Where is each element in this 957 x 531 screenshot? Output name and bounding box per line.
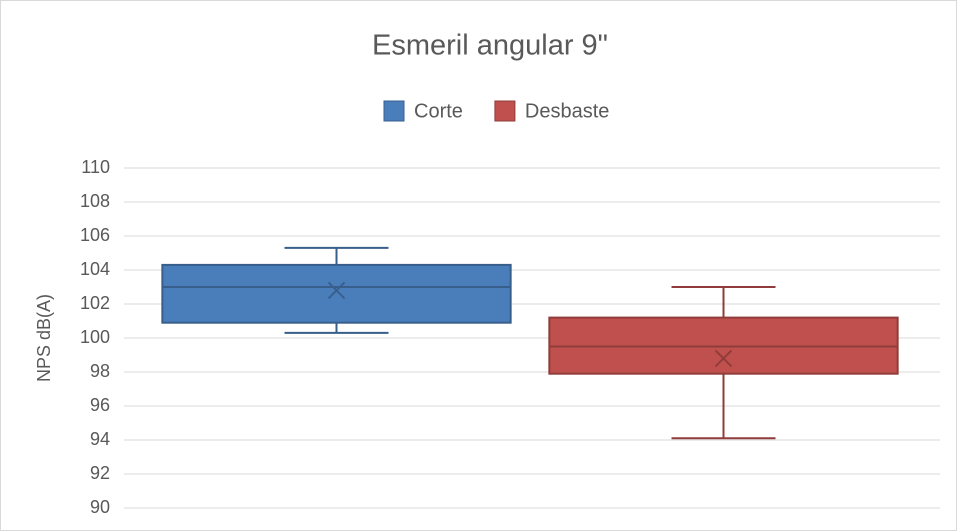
y-tick-label: 96 xyxy=(90,395,110,415)
y-tick-label: 110 xyxy=(81,157,110,177)
chart-title: Esmeril angular 9" xyxy=(372,30,608,62)
y-tick-label: 106 xyxy=(80,225,110,245)
legend-label: Desbaste xyxy=(525,100,610,122)
y-tick-label: 108 xyxy=(80,191,110,211)
box xyxy=(161,263,512,324)
y-tick-label: 90 xyxy=(90,497,110,517)
y-tick-label: 98 xyxy=(90,361,110,381)
legend-swatch xyxy=(494,100,516,122)
y-tick-label: 94 xyxy=(90,429,110,449)
y-axis-label: NPS dB(A) xyxy=(34,294,54,382)
legend-swatch xyxy=(383,100,405,122)
y-tick-label: 100 xyxy=(80,327,110,347)
mean-marker xyxy=(714,349,733,368)
y-tick-label: 104 xyxy=(80,259,110,279)
mean-marker xyxy=(327,281,346,300)
y-tick-label: 102 xyxy=(80,293,110,313)
legend-label: Corte xyxy=(414,100,463,122)
y-tick-label: 92 xyxy=(90,463,110,483)
